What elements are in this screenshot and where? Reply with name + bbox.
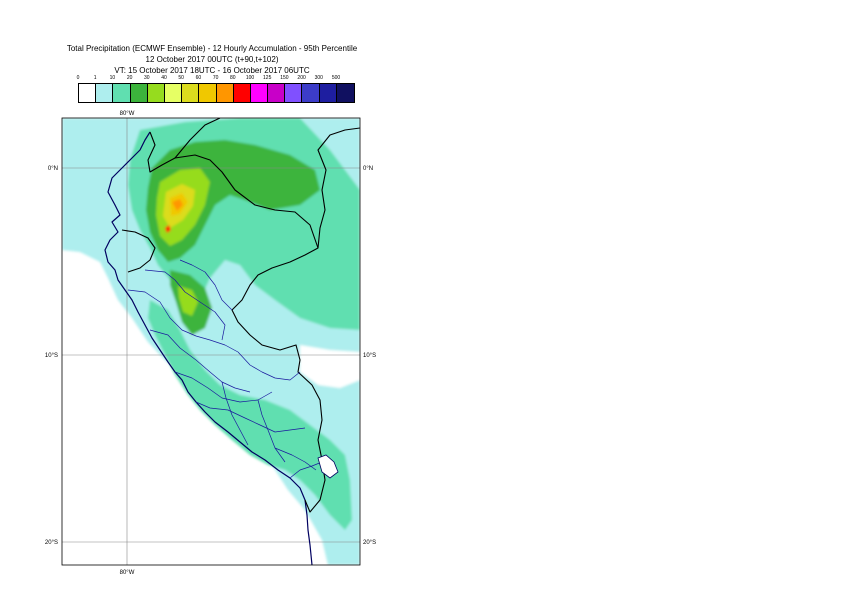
legend-bar xyxy=(78,83,355,103)
legend-swatch xyxy=(268,84,286,102)
map-area xyxy=(62,118,360,565)
legend-swatch xyxy=(285,84,303,102)
legend-swatch xyxy=(336,84,354,102)
region-border-10 xyxy=(274,447,317,471)
legend-swatch xyxy=(79,84,97,102)
legend-threshold-label: 80 xyxy=(230,75,236,81)
precip-light-gap-clear xyxy=(300,345,360,388)
peru-border xyxy=(147,131,326,513)
map-frame xyxy=(61,117,361,566)
lat-label-10-left: 10°S xyxy=(45,353,58,359)
legend-threshold-label: 0 xyxy=(76,75,80,81)
country-borders xyxy=(121,118,360,513)
coastline xyxy=(104,131,313,565)
legend-swatch xyxy=(147,84,165,102)
lat-label-0-left: 0°N xyxy=(48,166,58,172)
legend-threshold-label: 200 xyxy=(297,75,306,81)
legend-threshold-label: 10 xyxy=(109,75,116,81)
precip-light-south xyxy=(62,118,118,240)
legend-swatch xyxy=(216,84,234,102)
lat-label-20-left: 20°S xyxy=(45,540,58,546)
color-legend: 0 1 10 20 30 40 50 60 70 80 100 125 150 200 300 500 xyxy=(74,75,355,103)
region-border-3 xyxy=(149,329,251,393)
legend-swatch xyxy=(233,84,251,102)
region-border-7 xyxy=(257,399,286,463)
legend-threshold-label: 30 xyxy=(144,75,150,81)
precip-strong-south xyxy=(178,286,198,316)
legend-swatch xyxy=(319,84,337,102)
legend-swatch xyxy=(199,84,217,102)
colombia-brazil-border xyxy=(317,127,360,249)
legend-swatch xyxy=(250,84,269,102)
legend-threshold-label: 1 xyxy=(93,75,97,81)
legend-threshold-label: 20 xyxy=(126,75,133,81)
legend-threshold-label: 150 xyxy=(280,75,289,81)
legend-threshold-label: 50 xyxy=(178,75,184,81)
region-border-8 xyxy=(237,351,301,381)
region-border-11 xyxy=(289,461,323,479)
legend-threshold-label: 60 xyxy=(195,75,202,81)
lake-titicaca xyxy=(317,454,339,479)
region-border-5 xyxy=(195,401,306,433)
precip-mod-zone-coast xyxy=(148,300,352,530)
valid-time-line: VT: 15 October 2017 18UTC - 16 October 2… xyxy=(114,66,310,75)
region-border-1 xyxy=(144,269,226,341)
legend-threshold-label: 500 xyxy=(331,75,341,81)
legend-swatch xyxy=(182,84,200,102)
legend-threshold-label: 70 xyxy=(212,75,219,81)
legend-threshold-label: 300 xyxy=(314,75,323,81)
region-border-6 xyxy=(221,381,249,446)
graticule xyxy=(62,118,360,565)
region-border-9 xyxy=(179,259,233,311)
colombia-ecuador-border xyxy=(174,118,221,159)
precip-extreme-core xyxy=(172,199,183,211)
legend-swatch xyxy=(113,84,131,102)
chart-title: Total Precipitation (ECMWF Ensemble) - 1… xyxy=(66,44,358,53)
lat-label-0-right: 0°N xyxy=(363,166,373,172)
lat-label-20-right: 20°S xyxy=(363,540,376,546)
legend-swatch xyxy=(96,84,114,102)
legend-threshold-label: 100 xyxy=(245,75,255,81)
legend-swatch xyxy=(302,84,320,102)
coastline-path xyxy=(104,131,313,565)
legend-threshold-label: 125 xyxy=(263,75,272,81)
legend-swatch xyxy=(130,84,148,102)
region-border-2 xyxy=(127,289,239,353)
ecuador-peru-south-border xyxy=(121,229,156,273)
precip-peak-core xyxy=(165,225,171,233)
base-time-line: 12 October 2017 00UTC (t+90,t+102) xyxy=(145,55,279,64)
lon-label-top: 80°W xyxy=(120,111,135,117)
legend-threshold-label: 40 xyxy=(161,75,167,81)
region-borders xyxy=(127,259,323,479)
precip-field xyxy=(62,118,360,565)
legend-swatch xyxy=(164,84,183,102)
lon-label-bottom: 80°W xyxy=(120,570,135,576)
lat-label-10-right: 10°S xyxy=(363,353,376,359)
